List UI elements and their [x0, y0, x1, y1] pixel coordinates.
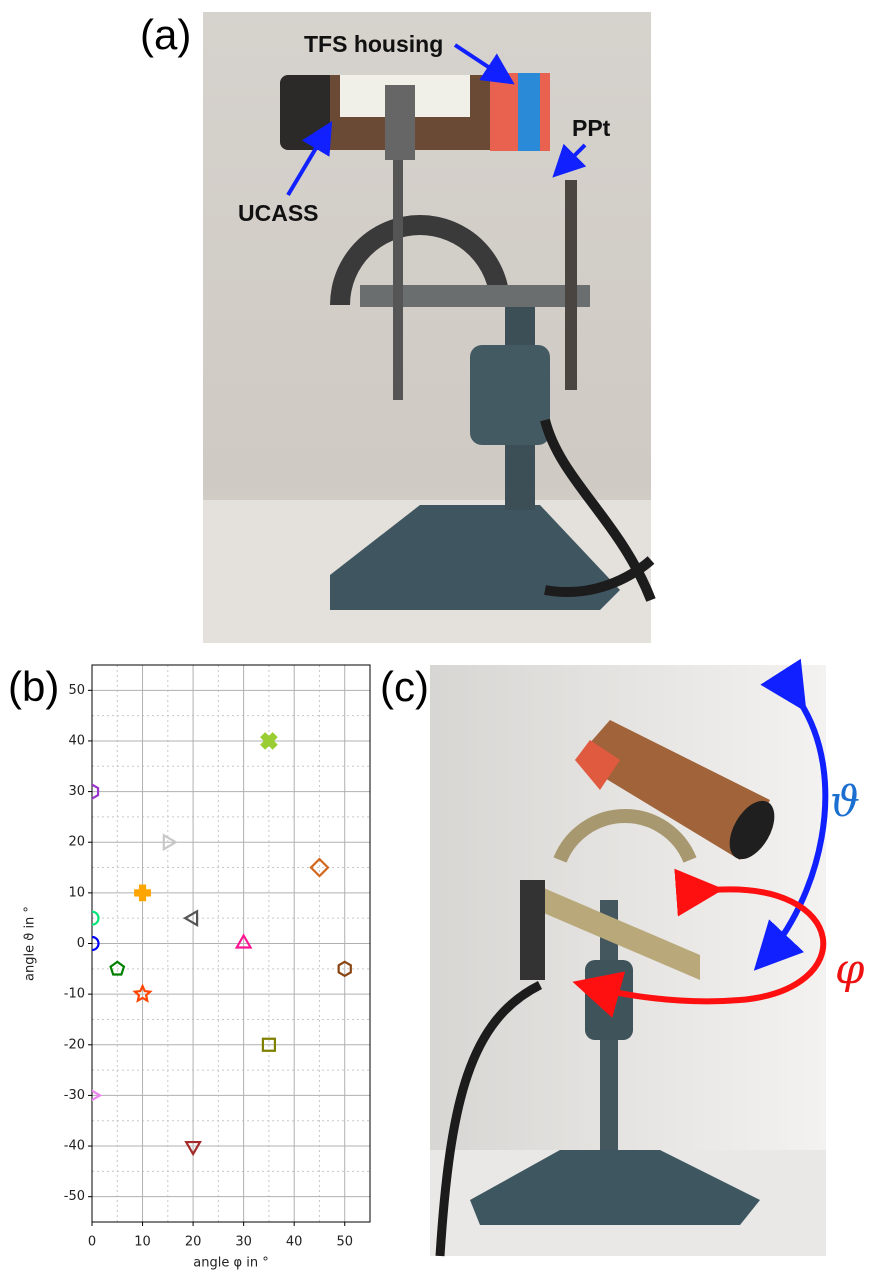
- marker-layer: [92, 732, 352, 1157]
- marker-group: [109, 960, 126, 976]
- data-point: [109, 960, 126, 976]
- y-tick-label: 0: [77, 936, 85, 951]
- data-point: [92, 783, 100, 800]
- x-tick-label: 0: [88, 1235, 96, 1250]
- y-tick-label: -30: [64, 1088, 85, 1103]
- data-point: [92, 1089, 103, 1102]
- annotation: UCASS: [238, 200, 319, 226]
- x-tick-label: 10: [134, 1235, 151, 1250]
- plot-frame: [91, 664, 371, 1223]
- marker-group: [134, 884, 151, 902]
- marker-group: [92, 910, 100, 926]
- data-point: [92, 910, 100, 926]
- data-point: [162, 833, 179, 852]
- photo-a: [203, 12, 656, 643]
- y-tick-label: -10: [64, 987, 85, 1002]
- marker-group: [132, 983, 153, 1003]
- data-point: [261, 1037, 277, 1052]
- data-point: [260, 732, 278, 750]
- y-tick-label: -20: [64, 1037, 85, 1052]
- marker-group: [184, 1140, 202, 1157]
- x-tick-label: 50: [336, 1235, 353, 1250]
- data-point: [134, 884, 151, 902]
- x-axis-label: angle φ in °: [193, 1256, 268, 1271]
- marker-group: [162, 833, 179, 852]
- y-tick-label: 10: [68, 885, 85, 900]
- marker-group: [337, 960, 352, 978]
- marker-group: [92, 1089, 103, 1102]
- y-tick-label: 40: [68, 733, 85, 748]
- phi-label: φ: [835, 944, 865, 993]
- y-axis-label: angle ϑ in °: [23, 906, 38, 981]
- marker-group: [92, 935, 100, 952]
- y-tick-label: 50: [68, 683, 85, 698]
- data-point: [184, 1140, 202, 1157]
- data-point: [337, 960, 352, 978]
- marker-group: [309, 857, 330, 878]
- annotation: TFS housing: [304, 31, 443, 57]
- panel-label: (b): [8, 663, 59, 710]
- y-tick-label: 20: [68, 835, 85, 850]
- arrow: [572, 868, 827, 1018]
- arrow: [552, 143, 587, 178]
- marker-group: [234, 933, 253, 949]
- arrow: [453, 43, 515, 85]
- theta-label: ϑ: [830, 777, 860, 826]
- data-point: [132, 983, 153, 1003]
- data-point: [92, 935, 100, 952]
- marker-group: [260, 732, 278, 750]
- marker-group: [261, 1037, 277, 1052]
- y-tick-label: -40: [64, 1139, 85, 1154]
- data-point: [182, 909, 199, 928]
- y-tick-label: -50: [64, 1189, 85, 1204]
- data-point: [234, 933, 253, 949]
- arrow: [753, 658, 829, 971]
- data-point: [309, 857, 330, 878]
- arrow: [286, 121, 333, 197]
- marker-group: [182, 909, 199, 928]
- marker-group: [92, 783, 100, 800]
- x-tick-label: 20: [185, 1235, 202, 1250]
- x-tick-label: 40: [286, 1235, 303, 1250]
- annotation: PPt: [572, 115, 611, 141]
- scatter-chart: 0 10 20 30 40 50 -50 -40 -30 -20 -10 0 10 20 30 40 50 ang…: [23, 664, 371, 1271]
- x-tick-label: 30: [235, 1235, 252, 1250]
- y-tick-label: 30: [68, 784, 85, 799]
- panel-label: (c): [380, 663, 429, 710]
- panel-label: (a): [140, 11, 191, 58]
